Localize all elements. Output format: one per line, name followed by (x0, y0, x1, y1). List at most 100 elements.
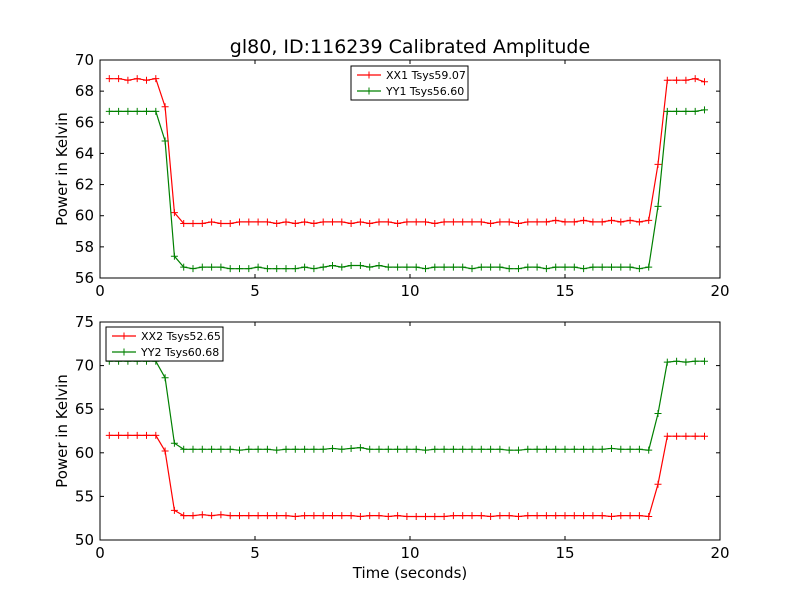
data-point-marker (161, 447, 169, 455)
data-point-marker (124, 431, 132, 439)
data-point-marker (477, 445, 485, 453)
data-point-marker (422, 512, 429, 520)
data-point-marker (198, 445, 206, 453)
data-point-marker (189, 512, 197, 520)
x-tick-label: 5 (250, 282, 260, 300)
data-point-marker (282, 218, 290, 226)
data-point-marker (189, 445, 197, 453)
data-point-marker (663, 107, 671, 115)
legend-label: XX1 Tsys59.07 (386, 69, 466, 82)
data-point-marker (645, 216, 653, 224)
y-axis-label: Power in Kelvin (53, 374, 71, 488)
y-tick-label: 60 (75, 207, 94, 225)
data-point-marker (663, 358, 671, 366)
data-point-marker (236, 446, 243, 454)
data-point-marker (431, 220, 439, 227)
data-point-marker (301, 445, 309, 453)
data-point-marker (226, 512, 234, 520)
data-point-marker (515, 220, 522, 227)
data-point-marker (403, 263, 411, 271)
data-point-marker (208, 218, 216, 226)
data-point-marker (626, 512, 634, 520)
data-point-marker (635, 512, 643, 520)
data-point-marker (533, 263, 541, 271)
data-point-marker (533, 218, 541, 226)
data-point-marker (449, 218, 457, 226)
data-point-marker (682, 107, 690, 115)
data-point-marker (608, 444, 615, 452)
data-point-marker (561, 218, 569, 226)
data-point-marker (459, 512, 467, 520)
data-point-marker (682, 76, 690, 84)
data-point-marker (254, 445, 262, 453)
data-point-marker (273, 512, 281, 520)
data-point-marker (673, 432, 681, 440)
y-axis-label: Power in Kelvin (53, 112, 71, 226)
x-tick-label: 20 (710, 282, 729, 300)
data-point-marker (143, 76, 150, 84)
data-point-marker (133, 107, 141, 115)
data-point-marker (459, 445, 467, 453)
data-point-marker (654, 202, 662, 210)
data-point-marker (180, 220, 188, 227)
data-point-marker (449, 263, 457, 271)
data-point-marker (533, 512, 541, 520)
data-point-marker (468, 218, 476, 226)
data-point-marker (626, 445, 634, 453)
data-point-marker (180, 512, 188, 520)
data-point-marker (635, 445, 643, 453)
data-point-marker (301, 512, 309, 520)
data-point-marker (319, 218, 327, 226)
data-point-marker (645, 512, 653, 520)
data-point-marker (356, 262, 364, 270)
data-point-marker (133, 75, 141, 83)
data-point-marker (189, 265, 197, 273)
data-point-marker (170, 252, 178, 260)
data-point-marker (496, 218, 504, 226)
data-point-marker (552, 263, 560, 271)
data-point-marker (338, 263, 346, 271)
data-point-marker (208, 445, 216, 453)
data-point-marker (263, 512, 271, 520)
data-point-marker (608, 216, 615, 224)
legend-marker (120, 332, 128, 340)
data-point-marker (208, 263, 216, 271)
data-point-marker (394, 220, 402, 227)
data-point-marker (422, 265, 429, 273)
data-point-marker (263, 265, 271, 273)
data-point-marker (384, 263, 392, 271)
data-point-marker (570, 445, 578, 453)
data-point-marker (245, 445, 253, 453)
data-point-marker (217, 263, 225, 271)
data-point-marker (701, 357, 708, 365)
data-point-marker (654, 410, 662, 418)
data-point-marker (152, 107, 160, 115)
data-point-marker (673, 76, 681, 84)
data-point-marker (515, 446, 522, 454)
data-point-marker (124, 107, 132, 115)
data-point-marker (487, 220, 495, 227)
data-point-marker (654, 160, 662, 168)
data-point-marker (319, 445, 327, 453)
data-point-marker (431, 263, 439, 271)
data-point-marker (319, 512, 327, 520)
data-point-marker (329, 512, 336, 520)
data-point-marker (338, 445, 346, 453)
y-tick-label: 55 (75, 487, 94, 505)
data-point-marker (542, 218, 550, 226)
data-point-marker (329, 218, 336, 226)
y-tick-label: 65 (75, 400, 94, 418)
data-point-marker (301, 218, 309, 226)
data-point-marker (691, 357, 699, 365)
data-point-marker (356, 444, 364, 452)
data-point-marker (459, 263, 467, 271)
data-point-marker (701, 106, 708, 114)
x-tick-label: 0 (95, 544, 105, 562)
data-point-marker (375, 262, 383, 270)
data-point-marker (329, 262, 336, 270)
plot-panel-top: 0 5 10 15 20 56 58 60 62 64 66 68 70 Power in Kelvin X… (53, 51, 730, 300)
data-point-marker (180, 263, 188, 271)
data-point-marker (496, 445, 504, 453)
y-tick-label: 60 (75, 444, 94, 462)
data-point-marker (310, 265, 318, 273)
